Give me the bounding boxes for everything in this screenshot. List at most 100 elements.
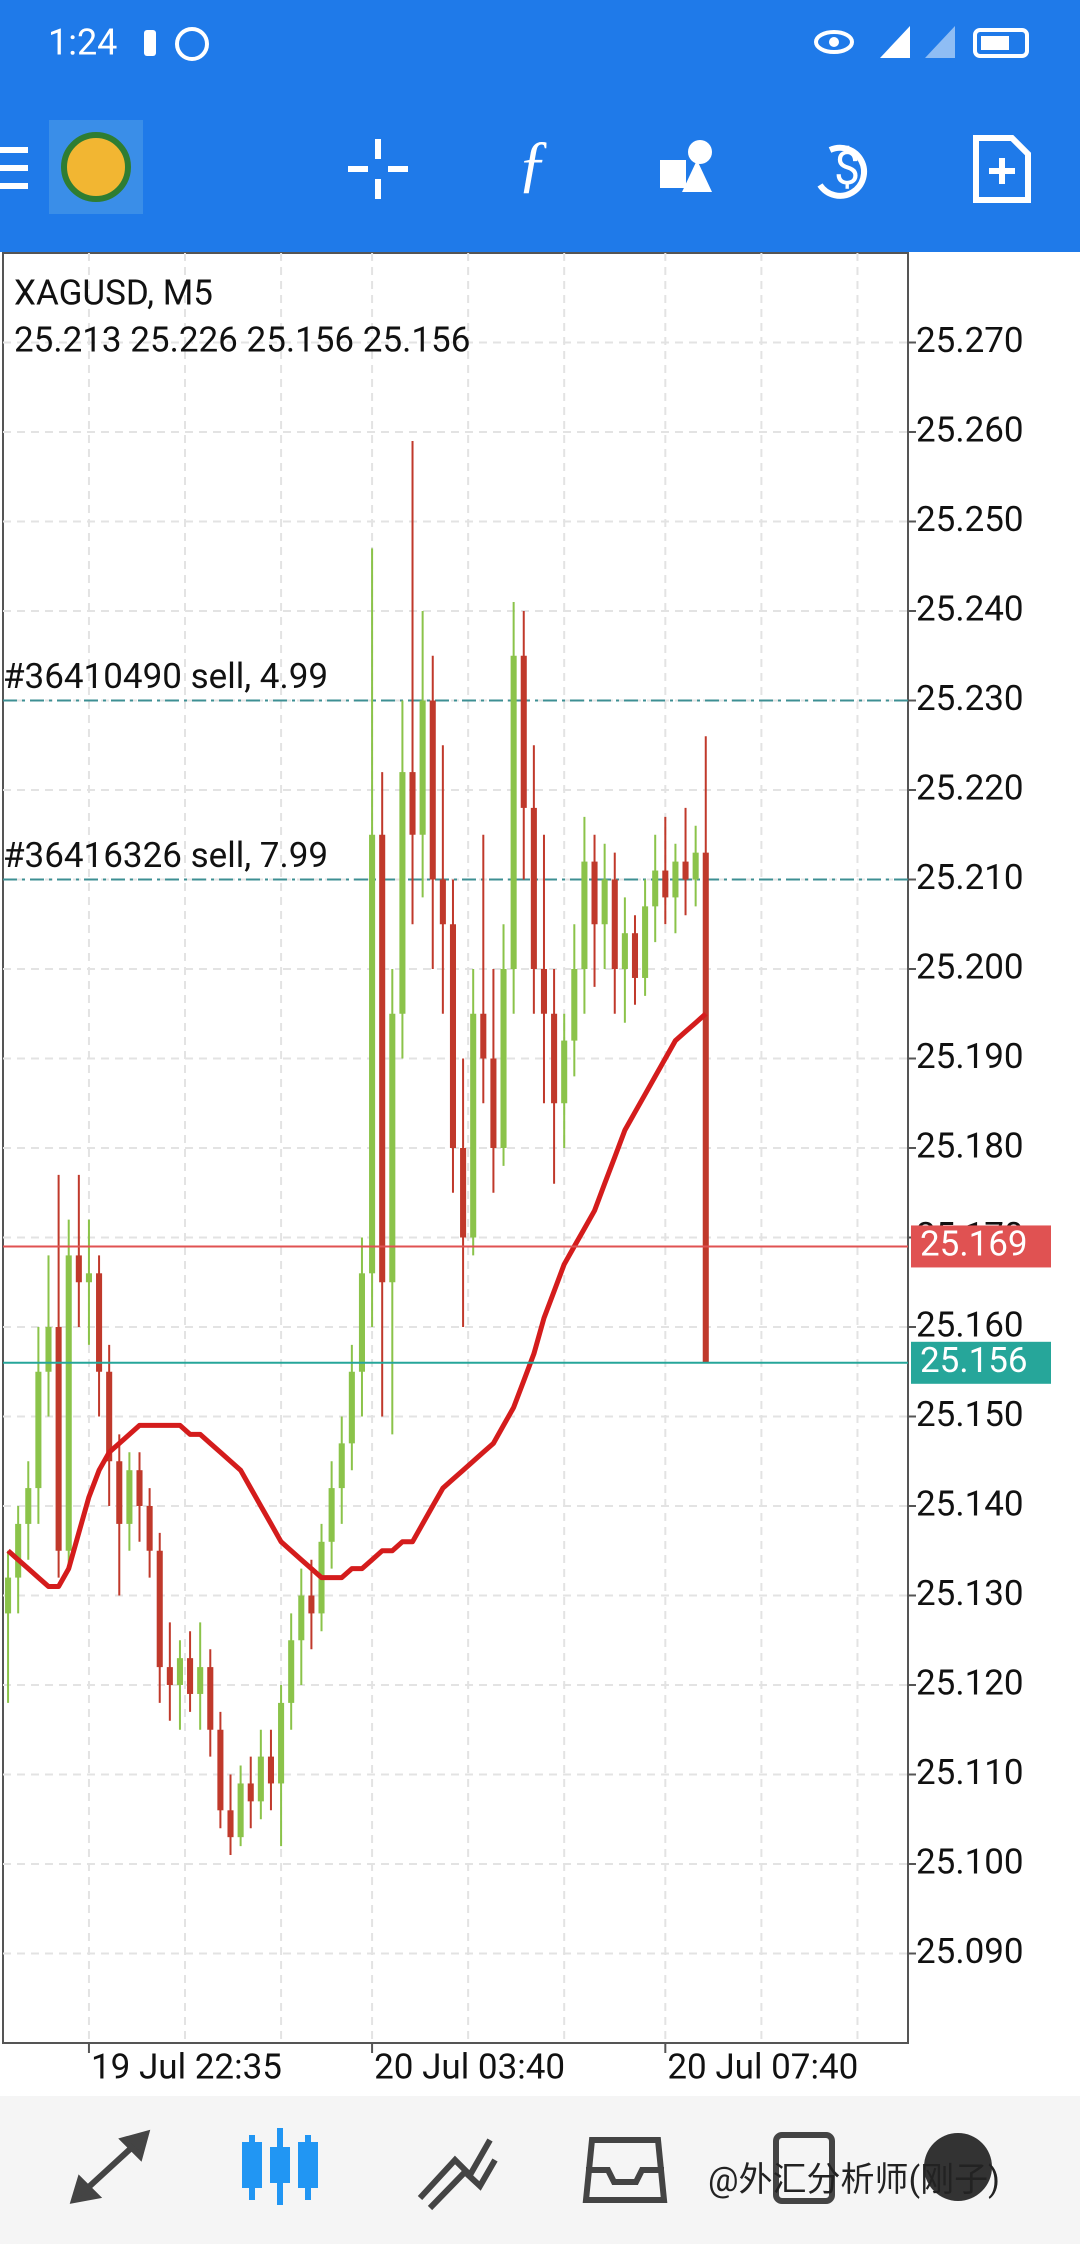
candle-body — [197, 1667, 204, 1694]
candle-body — [217, 1729, 224, 1811]
y-tick-label: 25.190 — [916, 1036, 1024, 1077]
trade-button[interactable]: $ — [817, 142, 868, 199]
candle-body — [581, 861, 588, 969]
candle-body — [35, 1371, 42, 1489]
candle-body — [702, 852, 709, 1363]
candle-body — [460, 1148, 467, 1238]
x-tick-label: 20 Jul 03:40 — [374, 2046, 565, 2087]
order-label: #36410490 sell, 4.99 — [3, 656, 328, 697]
chart: XAGUSD, M5 25.213 25.226 25.156 25.156 2… — [2, 252, 1051, 2087]
candle-body — [490, 1058, 497, 1148]
quotes-tab[interactable] — [69, 2129, 151, 2204]
candle-body — [631, 933, 639, 978]
settings-tab[interactable] — [924, 2133, 992, 2201]
candle-body — [176, 1658, 183, 1685]
notification-icon — [144, 30, 156, 56]
chart-title: XAGUSD, M5 — [14, 272, 213, 313]
candle-body — [136, 1470, 143, 1506]
y-tick-label: 25.150 — [916, 1394, 1024, 1435]
candle-body — [116, 1461, 123, 1524]
candle-body — [642, 906, 649, 978]
crosshair-button[interactable] — [348, 139, 408, 199]
candle-body — [682, 861, 689, 880]
marks — [3, 440, 908, 1856]
candle-body — [470, 1013, 477, 1238]
trade-tab[interactable] — [417, 2138, 498, 2211]
candle-body — [409, 772, 416, 835]
candle-body — [207, 1667, 214, 1730]
candle-body — [551, 1013, 558, 1104]
y-tick-label: 25.250 — [916, 499, 1024, 540]
app-header — [0, 0, 1080, 252]
battery-level — [981, 36, 1009, 50]
signal-icon — [880, 26, 910, 58]
status-icons — [144, 26, 1029, 61]
x-tick-label: 20 Jul 07:40 — [667, 2046, 858, 2087]
y-tick-label: 25.210 — [916, 857, 1024, 898]
candle-body — [328, 1488, 335, 1542]
candle-body — [126, 1470, 133, 1524]
indicators-button[interactable]: ƒ — [517, 128, 549, 199]
candle-body — [449, 924, 457, 1148]
menu-button[interactable] — [0, 147, 28, 189]
candle-body — [591, 861, 598, 925]
candle-body — [106, 1371, 113, 1462]
candle-body — [55, 1327, 62, 1551]
status-time: 1:24 — [48, 22, 117, 64]
candle-body — [652, 870, 659, 907]
battery-icon — [973, 28, 1029, 58]
y-tick-label: 25.200 — [916, 946, 1024, 987]
candle-body — [45, 1327, 52, 1372]
candle-body — [247, 1783, 254, 1802]
candle-body — [298, 1595, 305, 1641]
price-tag-label: 25.169 — [920, 1224, 1028, 1265]
candle-body — [692, 852, 699, 880]
signal-icon-2 — [925, 26, 955, 58]
candle-body — [530, 807, 537, 969]
y-tick-label: 25.230 — [916, 678, 1024, 719]
candle-body — [439, 879, 446, 925]
price-tag — [911, 1225, 1051, 1268]
axis-labels: 25.090 25.100 25.110 25.120 25.130 25.140 25.1… — [3, 320, 1051, 2087]
y-tick-label: 25.270 — [916, 320, 1024, 361]
candle-body — [571, 969, 578, 1041]
candle-body — [510, 655, 517, 969]
candle-body — [278, 1702, 285, 1784]
nav-icons — [69, 2128, 992, 2211]
y-tick-label: 25.240 — [916, 588, 1024, 629]
candle-body — [75, 1255, 82, 1283]
eye-icon — [814, 30, 854, 54]
candle-body — [520, 655, 527, 808]
candle-body — [267, 1756, 274, 1784]
candle-body — [288, 1640, 295, 1703]
candle-body — [237, 1783, 244, 1838]
candle-body — [358, 1273, 365, 1372]
candle-body — [166, 1667, 173, 1685]
y-tick-label: 25.180 — [916, 1125, 1024, 1166]
candle-body — [561, 1040, 568, 1104]
candle-body — [25, 1488, 32, 1524]
y-tick-label: 25.260 — [916, 409, 1024, 450]
candle-body — [187, 1658, 194, 1694]
candle-body — [65, 1255, 72, 1551]
candle-body — [308, 1595, 315, 1614]
candle-body — [348, 1371, 355, 1444]
bottom-nav — [0, 2096, 1080, 2244]
candle-body — [227, 1810, 234, 1838]
messages-tab[interactable] — [773, 2132, 835, 2204]
candle-body — [338, 1443, 345, 1489]
y-tick-label: 25.140 — [916, 1483, 1024, 1524]
chart-tab[interactable] — [242, 2128, 318, 2205]
objects-button[interactable] — [660, 140, 712, 192]
candle-body — [5, 1577, 12, 1614]
x-tick-label: 19 Jul 22:35 — [91, 2046, 282, 2087]
candle-body — [480, 1013, 487, 1059]
candle-body — [15, 1523, 22, 1578]
history-tab[interactable] — [582, 2137, 668, 2203]
new-order-button[interactable] — [973, 135, 1031, 203]
candle-body — [419, 700, 426, 835]
y-tick-label: 25.100 — [916, 1841, 1024, 1882]
app-icon — [175, 27, 209, 61]
